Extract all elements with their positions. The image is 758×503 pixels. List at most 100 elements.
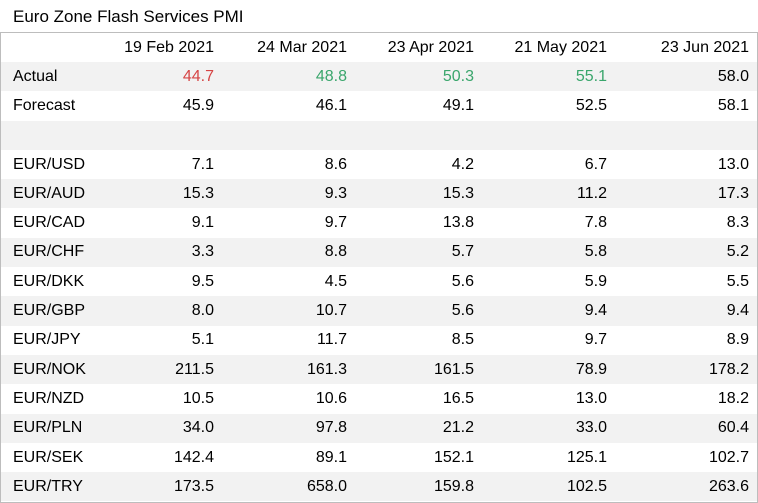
data-table-frame: 19 Feb 2021 24 Mar 2021 23 Apr 2021 21 M… — [0, 32, 758, 503]
table-title: Euro Zone Flash Services PMI — [13, 7, 244, 26]
header-cell-date: 21 May 2021 — [514, 38, 607, 56]
table-row: EUR/JPY 5.1 11.7 8.5 9.7 8.9 — [1, 326, 757, 355]
pair-value: 152.1 — [433, 448, 474, 466]
pair-value: 21.2 — [355, 413, 482, 443]
data-table: 19 Feb 2021 24 Mar 2021 23 Apr 2021 21 M… — [1, 33, 757, 502]
forecast-value: 52.5 — [575, 96, 607, 114]
forecast-value: 49.1 — [442, 96, 474, 114]
forecast-value: 46.1 — [315, 96, 347, 114]
pair-value: 18.2 — [717, 389, 749, 407]
pair-value: 60.4 — [615, 413, 757, 443]
pair-value: 10.7 — [222, 296, 355, 326]
pair-value: 5.2 — [615, 237, 757, 268]
spacer-cell — [98, 120, 222, 150]
pair-label: EUR/TRY — [1, 472, 98, 502]
header-cell-date: 24 Mar 2021 — [257, 38, 347, 56]
pair-value: 9.4 — [482, 296, 615, 326]
pair-value: 15.3 — [98, 179, 222, 209]
header-row: 19 Feb 2021 24 Mar 2021 23 Apr 2021 21 M… — [1, 33, 757, 62]
spacer-cell — [1, 120, 98, 150]
pair-value: 17.3 — [615, 179, 757, 209]
pair-value: 178.2 — [615, 354, 757, 385]
pair-value: 4.2 — [451, 155, 474, 173]
pair-value: 13.0 — [717, 155, 749, 173]
pair-value: 9.5 — [191, 272, 214, 290]
pair-value: 5.6 — [451, 272, 474, 290]
table-row: EUR/NZD 10.5 10.6 16.5 13.0 18.2 — [1, 384, 757, 413]
pair-value: 13.8 — [442, 214, 474, 232]
pair-value: 9.4 — [615, 296, 757, 326]
spacer-cell — [482, 120, 615, 150]
pair-value: 89.1 — [315, 448, 347, 466]
header-cell-date: 19 Feb 2021 — [124, 38, 214, 56]
pair-value: 3.3 — [98, 237, 222, 268]
pair-value: 8.0 — [98, 296, 222, 326]
actual-value: 58.0 — [615, 62, 757, 92]
pair-value: 33.0 — [482, 413, 615, 443]
table-row: EUR/DKK 9.5 4.5 5.6 5.9 5.5 — [1, 267, 757, 296]
pair-value: 5.6 — [355, 296, 482, 326]
pair-label: EUR/SEK — [13, 448, 84, 466]
pair-value: 13.0 — [575, 389, 607, 407]
pair-value: 9.1 — [191, 214, 214, 232]
pair-label: EUR/NZD — [13, 389, 85, 407]
pair-label: EUR/CAD — [13, 214, 86, 232]
spacer-cell — [355, 120, 482, 150]
pair-value: 7.1 — [191, 155, 214, 173]
pair-label: EUR/USD — [13, 155, 86, 173]
pair-label: EUR/CHF — [1, 237, 98, 268]
forecast-value: 45.9 — [182, 96, 214, 114]
table-row: EUR/GBP 8.0 10.7 5.6 9.4 9.4 — [1, 296, 757, 326]
spacer-cell — [222, 120, 355, 150]
pair-value: 263.6 — [615, 472, 757, 502]
pair-label: EUR/NOK — [1, 354, 98, 385]
pair-value: 102.7 — [708, 448, 749, 466]
pair-value: 9.7 — [324, 214, 347, 232]
pair-label: EUR/DKK — [13, 272, 85, 290]
actual-row: Actual 44.7 48.8 50.3 55.1 58.0 — [1, 62, 757, 92]
pair-value: 10.6 — [315, 389, 347, 407]
pair-value: 142.4 — [173, 448, 214, 466]
pair-value: 9.7 — [584, 331, 607, 349]
pair-value: 125.1 — [566, 448, 607, 466]
actual-value: 48.8 — [222, 62, 355, 92]
table-row: EUR/TRY 173.5 658.0 159.8 102.5 263.6 — [1, 472, 757, 502]
pair-value: 173.5 — [98, 472, 222, 502]
pair-value: 8.5 — [451, 331, 474, 349]
pair-value: 102.5 — [482, 472, 615, 502]
pair-value: 15.3 — [355, 179, 482, 209]
forecast-row: Forecast 45.9 46.1 49.1 52.5 58.1 — [1, 91, 757, 120]
pair-value: 8.3 — [726, 214, 749, 232]
header-cell-date: 23 Apr 2021 — [387, 38, 474, 56]
spacer-row — [1, 120, 757, 150]
pair-value: 5.1 — [191, 331, 214, 349]
table-row: EUR/USD 7.1 8.6 4.2 6.7 13.0 — [1, 150, 757, 179]
header-cell-date: 23 Jun 2021 — [660, 38, 749, 56]
table-row: EUR/SEK 142.4 89.1 152.1 125.1 102.7 — [1, 443, 757, 472]
header-cell-corner — [1, 33, 98, 62]
pair-value: 7.8 — [584, 214, 607, 232]
pair-value: 78.9 — [482, 354, 615, 385]
pair-value: 161.5 — [355, 354, 482, 385]
pair-value: 9.3 — [222, 179, 355, 209]
pair-value: 5.5 — [726, 272, 749, 290]
pair-value: 11.7 — [317, 331, 347, 349]
pair-value: 8.9 — [726, 331, 749, 349]
actual-value: 50.3 — [355, 62, 482, 92]
table-row: EUR/CAD 9.1 9.7 13.8 7.8 8.3 — [1, 208, 757, 237]
pair-value: 159.8 — [355, 472, 482, 502]
pair-value: 10.5 — [182, 389, 214, 407]
pair-value: 16.5 — [442, 389, 474, 407]
pair-label: EUR/PLN — [1, 413, 98, 443]
table-row: EUR/PLN 34.0 97.8 21.2 33.0 60.4 — [1, 413, 757, 443]
pair-value: 211.5 — [98, 354, 222, 385]
actual-label: Actual — [1, 62, 98, 92]
forecast-label: Forecast — [13, 96, 76, 114]
pair-value: 658.0 — [222, 472, 355, 502]
pair-value: 5.8 — [482, 237, 615, 268]
forecast-value: 58.1 — [717, 96, 749, 114]
pair-value: 5.9 — [584, 272, 607, 290]
pair-label: EUR/GBP — [1, 296, 98, 326]
table-row: EUR/NOK 211.5 161.3 161.5 78.9 178.2 — [1, 354, 757, 385]
pair-label: EUR/JPY — [13, 331, 81, 349]
